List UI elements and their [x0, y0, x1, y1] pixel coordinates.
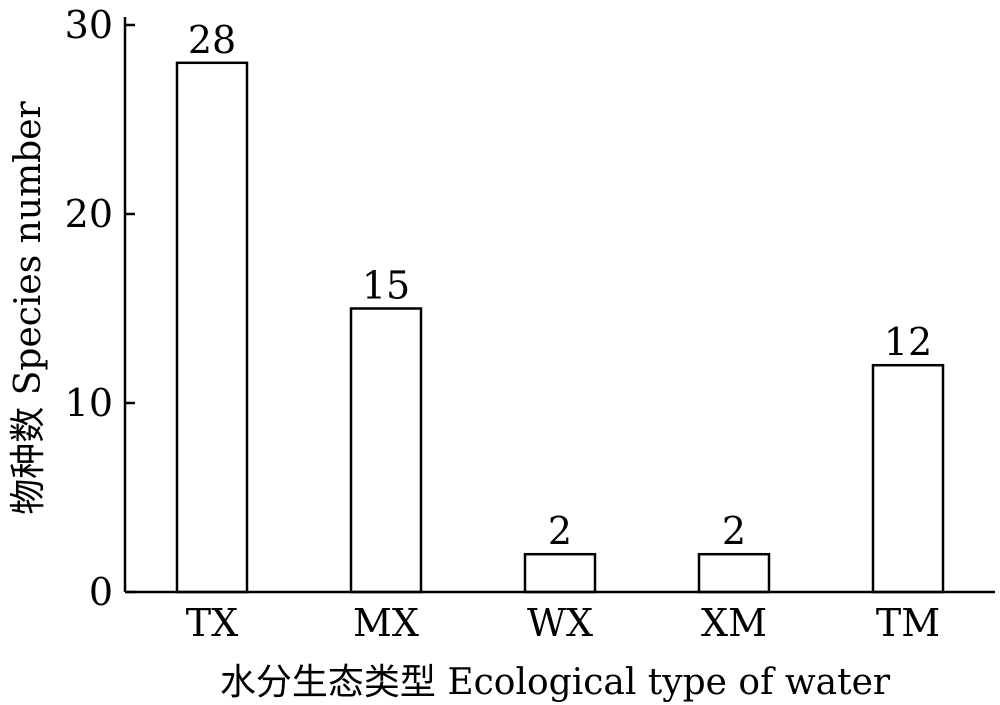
x-tick-label-mx: MX	[353, 601, 419, 645]
x-tick-label-tm: TM	[876, 601, 940, 645]
y-tick-label: 0	[89, 570, 113, 614]
y-tick-label: 10	[65, 381, 113, 425]
x-tick-label-wx: WX	[527, 601, 593, 645]
x-axis-title: 水分生态类型 Ecological type of water	[220, 662, 891, 703]
bar-tx	[175, 61, 249, 594]
bars: 28 15 2 2 12	[175, 18, 945, 594]
bar-tm	[871, 363, 945, 594]
data-label-mx: 15	[362, 264, 410, 308]
data-label-tx: 28	[188, 18, 236, 62]
x-tick-label-tx: TX	[186, 601, 238, 645]
data-label-tm: 12	[884, 320, 932, 364]
y-tick-label: 30	[65, 3, 113, 47]
bar-wx	[523, 552, 597, 594]
data-label-xm: 2	[722, 509, 746, 553]
x-tick-label-xm: XM	[701, 601, 767, 645]
y-tick-label: 20	[65, 192, 113, 236]
y-axis-title: 物种数 Species number	[8, 100, 49, 514]
bar-mx	[349, 307, 423, 594]
y-axis-ticks: 0 10 20 30	[65, 3, 135, 614]
bar-xm	[697, 552, 771, 594]
data-label-wx: 2	[548, 509, 572, 553]
x-axis-ticks: TX MX WX XM TM	[186, 601, 940, 645]
